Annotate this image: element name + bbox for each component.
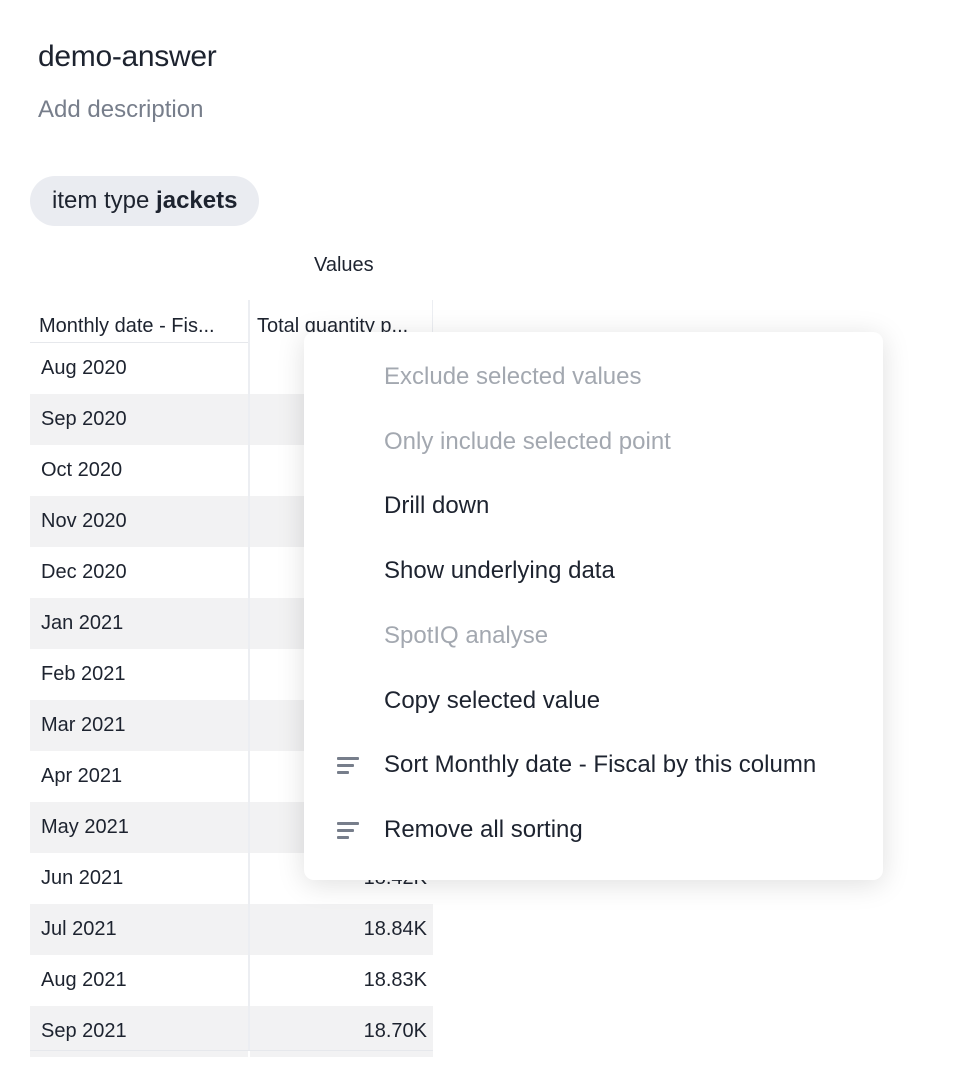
- header-divider: [30, 342, 248, 343]
- column-divider: [248, 300, 250, 1050]
- column-header-quantity[interactable]: Total quantity p...: [257, 315, 409, 337]
- menu-item[interactable]: Drill down: [304, 474, 883, 538]
- menu-item[interactable]: Sort Monthly date - Fiscal by this colum…: [304, 733, 883, 797]
- date-cell[interactable]: Jul 2021: [30, 904, 248, 955]
- answer-title[interactable]: demo-answer: [38, 40, 217, 73]
- sort-icon: [337, 821, 361, 840]
- context-menu: Exclude selected values Only include sele…: [304, 332, 883, 880]
- value-cell[interactable]: 18.84K: [250, 904, 433, 955]
- date-cell[interactable]: Jun 2021: [41, 867, 124, 889]
- menu-item-label: SpotIQ analyse: [384, 621, 549, 649]
- date-cell[interactable]: Oct 2020: [41, 459, 123, 481]
- menu-item: Only include selected point: [304, 410, 883, 474]
- table-row[interactable]: Sep 2021 18.70K: [30, 1006, 433, 1057]
- menu-item[interactable]: Copy selected value: [304, 669, 883, 733]
- filter-chip-label: item type: [52, 187, 150, 214]
- column-header-date[interactable]: Monthly date - Fis...: [39, 315, 215, 337]
- date-cell[interactable]: Mar 2021: [30, 700, 248, 751]
- menu-item-label: Drill down: [384, 492, 490, 520]
- menu-item-label: Copy selected value: [384, 686, 601, 714]
- value-cell[interactable]: 18.70K: [250, 1006, 433, 1057]
- menu-item: Exclude selected values: [304, 345, 883, 409]
- menu-item[interactable]: Show underlying data: [304, 539, 883, 603]
- menu-item[interactable]: Remove all sorting: [304, 798, 883, 862]
- sort-icon: [337, 757, 361, 775]
- menu-item: SpotIQ analyse: [304, 604, 883, 668]
- table-row[interactable]: Feb 2021: [30, 649, 433, 700]
- menu-item-label: Sort Monthly date - Fiscal by this colum…: [384, 751, 817, 779]
- add-description[interactable]: Add description: [38, 96, 204, 123]
- filter-chip-value: jackets: [156, 187, 238, 214]
- date-cell[interactable]: Sep 2021: [30, 1006, 248, 1057]
- date-cell[interactable]: Aug 2020: [41, 357, 127, 379]
- date-cell[interactable]: Sep 2020: [30, 394, 248, 445]
- menu-item-label: Show underlying data: [384, 557, 615, 585]
- menu-item-label: Exclude selected values: [384, 363, 642, 390]
- filter-chip[interactable]: item type jackets: [30, 176, 260, 226]
- table-row[interactable]: Aug 2021 18.83K: [30, 955, 433, 1006]
- table-row[interactable]: Apr 2021: [30, 751, 433, 802]
- table-row[interactable]: Jul 2021 18.84K: [30, 904, 433, 955]
- date-cell[interactable]: Jan 2021: [30, 598, 248, 649]
- table-row[interactable]: Oct 2020: [30, 445, 433, 496]
- date-cell[interactable]: Nov 2020: [30, 496, 248, 547]
- values-header: Values: [314, 254, 374, 276]
- menu-item-label: Remove all sorting: [384, 815, 583, 843]
- table-bottom-border: [30, 1050, 433, 1051]
- table-row[interactable]: Aug 2020: [30, 343, 433, 394]
- date-cell[interactable]: Dec 2020: [41, 561, 127, 583]
- date-cell[interactable]: Apr 2021: [41, 765, 123, 787]
- value-cell[interactable]: 18.83K: [363, 969, 427, 991]
- table-row[interactable]: Dec 2020: [30, 547, 433, 598]
- date-cell[interactable]: May 2021: [30, 802, 248, 853]
- date-cell[interactable]: Aug 2021: [41, 969, 127, 991]
- menu-item-label: Only include selected point: [384, 427, 671, 455]
- date-cell[interactable]: Feb 2021: [41, 663, 126, 685]
- column-divider[interactable]: [432, 300, 433, 342]
